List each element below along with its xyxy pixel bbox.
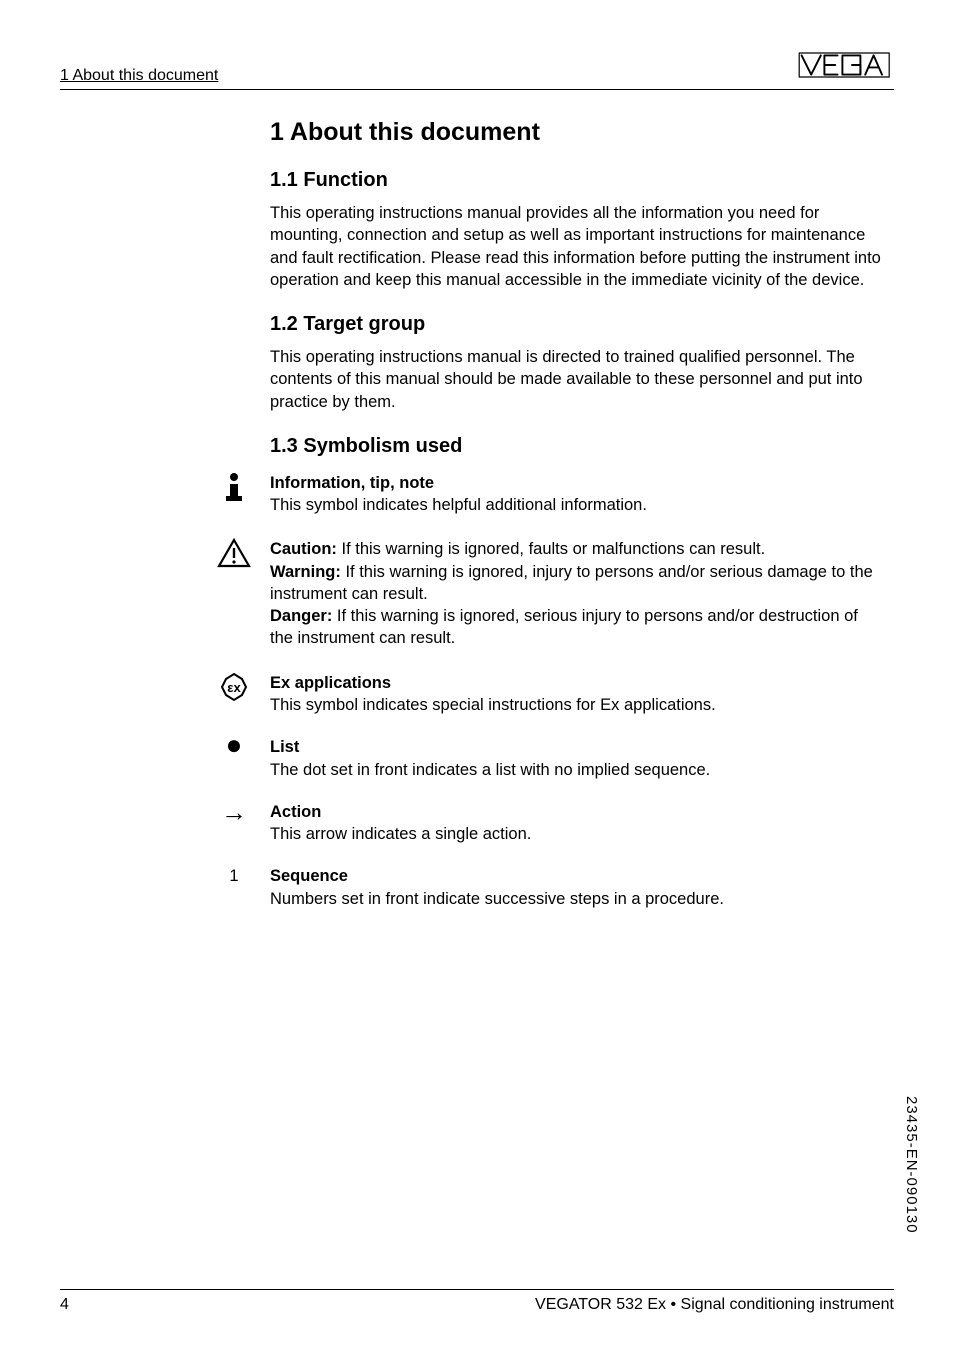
list-text: The dot set in front indicates a list wi…: [270, 761, 710, 779]
info-title: Information, tip, note: [270, 474, 434, 492]
vega-logo: [798, 50, 894, 85]
ex-icon: εx: [214, 672, 254, 702]
heading-1-1: 1.1 Function: [270, 169, 884, 192]
danger-label: Danger:: [270, 607, 332, 625]
heading-1-3: 1.3 Symbolism used: [270, 435, 884, 458]
page-header: 1 About this document: [60, 50, 894, 90]
para-target-group: This operating instructions manual is di…: [270, 346, 884, 413]
info-icon: [214, 472, 254, 502]
para-function: This operating instructions manual provi…: [270, 202, 884, 291]
symbol-list: ● List The dot set in front indicates a …: [270, 736, 884, 781]
svg-text:εx: εx: [227, 680, 241, 695]
warning-label: Warning:: [270, 563, 341, 581]
page-number: 4: [60, 1296, 69, 1314]
ex-title: Ex applications: [270, 674, 391, 692]
bullet-icon: ●: [214, 736, 254, 754]
ex-text: This symbol indicates special instructio…: [270, 696, 716, 714]
caution-icon: [214, 538, 254, 568]
action-text: This arrow indicates a single action.: [270, 825, 531, 843]
symbol-action: → Action This arrow indicates a single a…: [270, 801, 884, 846]
heading-1: 1 About this document: [270, 118, 884, 147]
heading-1-2: 1.2 Target group: [270, 313, 884, 336]
main-content: 1 About this document 1.1 Function This …: [270, 118, 884, 910]
symbol-info: Information, tip, note This symbol indic…: [270, 472, 884, 517]
warning-text: If this warning is ignored, injury to pe…: [270, 563, 873, 603]
footer-title: VEGATOR 532 Ex • Signal conditioning ins…: [535, 1296, 894, 1314]
action-title: Action: [270, 803, 321, 821]
list-title: List: [270, 738, 299, 756]
sequence-text: Numbers set in front indicate successive…: [270, 890, 724, 908]
info-text: This symbol indicates helpful additional…: [270, 496, 647, 514]
page-footer: 4 VEGATOR 532 Ex • Signal conditioning i…: [60, 1289, 894, 1314]
symbol-ex: εx Ex applications This symbol indicates…: [270, 672, 884, 717]
symbol-sequence: 1 Sequence Numbers set in front indicate…: [270, 865, 884, 910]
caution-label: Caution:: [270, 540, 337, 558]
arrow-icon: →: [214, 801, 254, 823]
sequence-title: Sequence: [270, 867, 348, 885]
sequence-number-icon: 1: [214, 865, 254, 887]
symbol-caution: Caution: If this warning is ignored, fau…: [270, 538, 884, 649]
caution-text: If this warning is ignored, faults or ma…: [337, 540, 765, 558]
header-section-label: 1 About this document: [60, 67, 218, 85]
danger-text: If this warning is ignored, serious inju…: [270, 607, 858, 647]
document-code: 23435-EN-090130: [903, 1096, 920, 1234]
